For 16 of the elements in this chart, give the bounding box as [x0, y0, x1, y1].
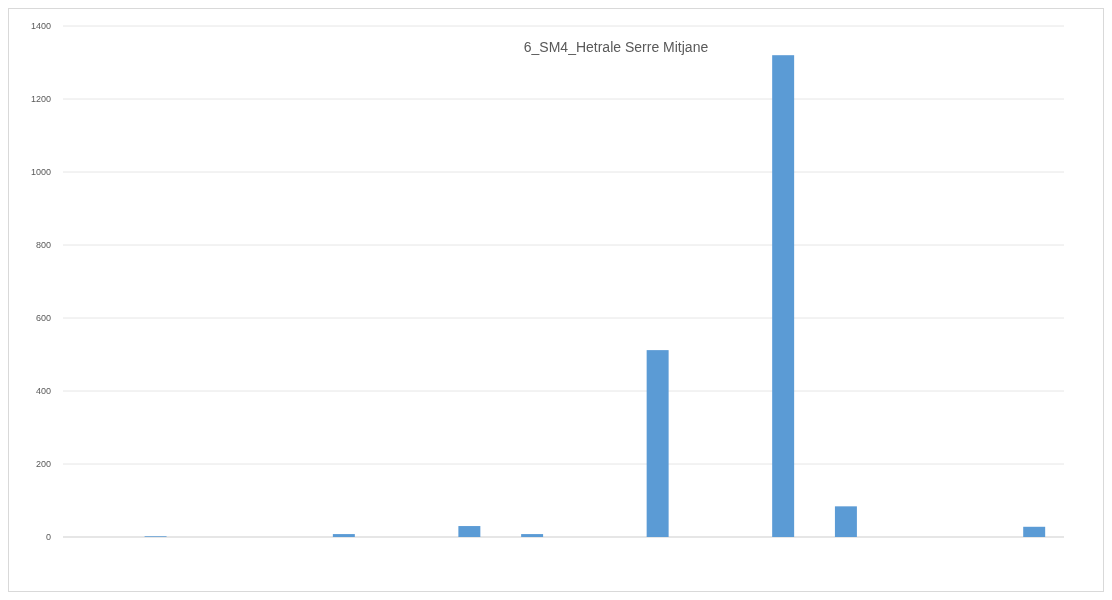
y-tick-label: 1200 [30, 94, 51, 105]
y-tick-label: 800 [35, 240, 51, 251]
y-tick-label: 400 [35, 386, 51, 397]
y-tick-label: 200 [35, 459, 51, 470]
y-tick-label: 1400 [30, 21, 51, 32]
bar [332, 534, 355, 537]
y-tick-label: 0 [45, 532, 51, 543]
bar [834, 506, 857, 537]
bar [646, 350, 669, 537]
y-tick-label: 600 [35, 313, 51, 324]
bar [1023, 526, 1046, 537]
bar [772, 55, 795, 537]
bar [458, 526, 481, 537]
text: 6_SM4_Hetrale Serre Mitjane [523, 39, 709, 55]
bar [521, 534, 544, 537]
y-tick-label: 1000 [30, 167, 51, 178]
